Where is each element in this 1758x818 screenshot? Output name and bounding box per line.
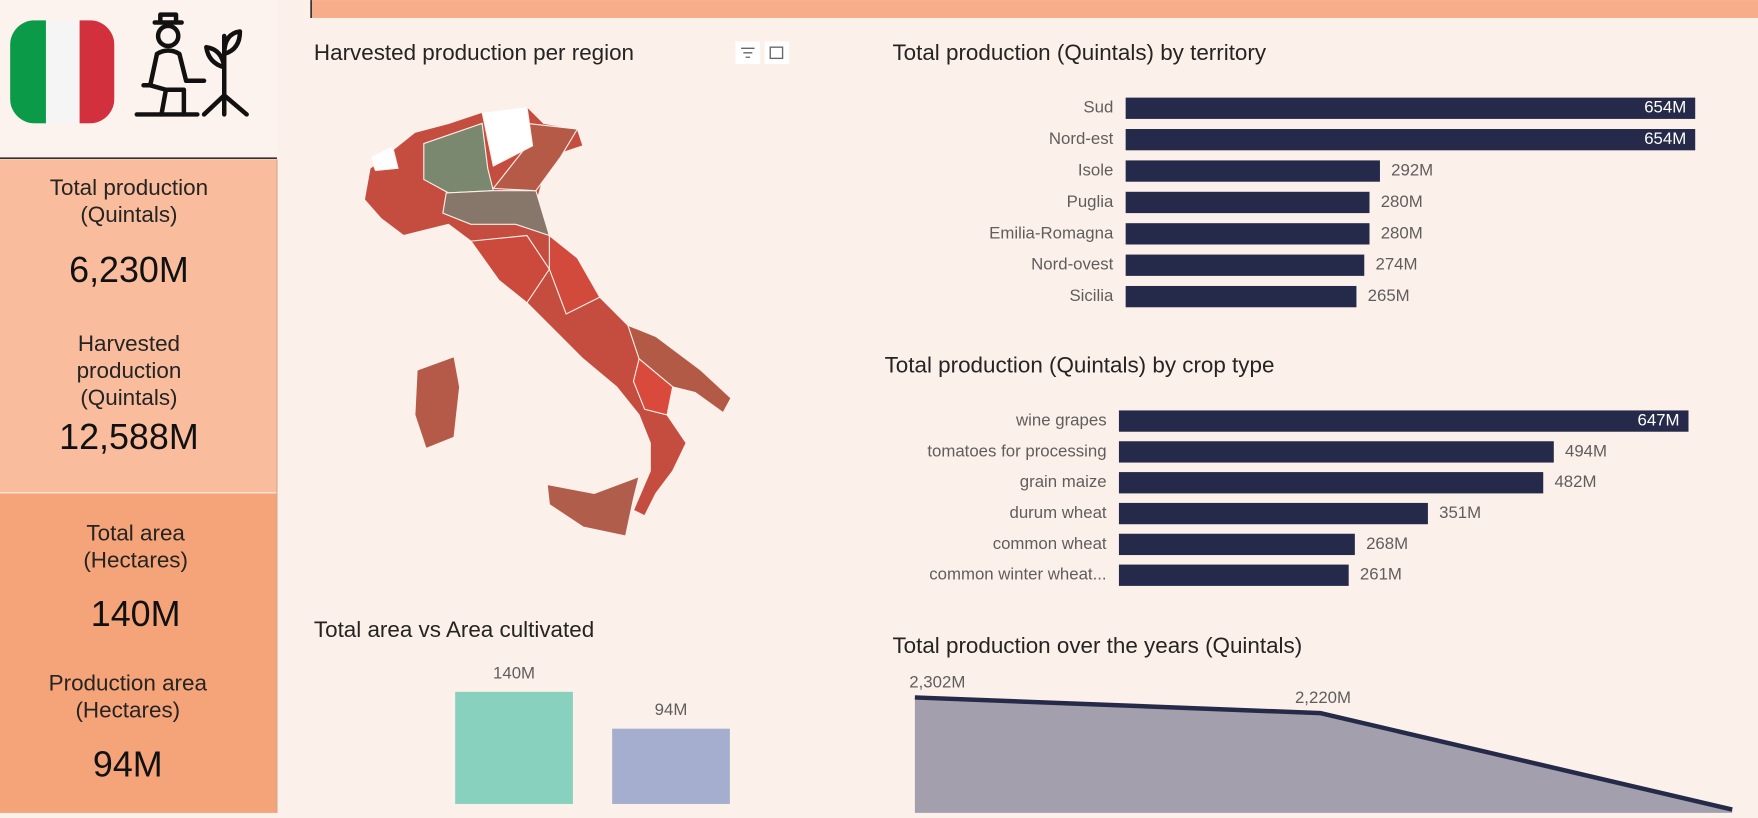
bar	[1118, 472, 1544, 494]
data-label: 140M	[493, 663, 535, 682]
kpi-value: 6,230M	[69, 250, 189, 290]
kpi-label-box: Harvested production (Quintals)	[76, 331, 182, 411]
region	[632, 357, 674, 416]
chart-title: Total production over the years (Quintal…	[892, 633, 1302, 658]
focus-glyph	[769, 46, 784, 60]
data-label: 494M	[1565, 441, 1607, 460]
data-label: 94M	[655, 700, 688, 719]
kpi-card	[0, 159, 277, 493]
data-label: 2,302M	[909, 672, 965, 691]
category-label: durum wheat	[1009, 503, 1106, 522]
bar	[1125, 254, 1365, 276]
kpi-label: Total production (Quintals)	[49, 176, 209, 228]
bar	[1125, 223, 1370, 245]
bar	[1125, 97, 1696, 119]
data-label: 265M	[1368, 286, 1410, 305]
bar	[1118, 410, 1689, 432]
region	[546, 475, 640, 537]
visual-header-icons[interactable]	[735, 41, 790, 64]
bar	[1125, 285, 1357, 308]
region	[481, 105, 534, 167]
region	[442, 190, 551, 237]
kpi-label-box: Total production (Quintals)	[49, 176, 209, 228]
data-label: 274M	[1375, 255, 1417, 274]
data-label: 292M	[1391, 160, 1433, 179]
italy-map	[363, 105, 732, 537]
region	[414, 355, 461, 450]
area-fill	[914, 697, 1733, 813]
area-line	[914, 695, 1733, 812]
farmer-icon	[134, 12, 249, 117]
kpi-card	[0, 493, 277, 813]
bar	[1118, 533, 1355, 556]
data-label: 261M	[1360, 565, 1402, 584]
chart-title: Harvested production per region	[314, 40, 634, 65]
data-label: 654M	[1644, 129, 1686, 148]
header-bar	[310, 0, 1758, 19]
category-label: Sud	[1083, 98, 1113, 117]
bar	[1125, 191, 1370, 214]
region	[548, 234, 601, 315]
filter-glyph	[741, 47, 755, 58]
category-label: Emilia-Romagna	[989, 223, 1114, 242]
data-label: 654M	[1644, 98, 1686, 117]
data-label: 482M	[1554, 472, 1596, 491]
kpi-label: Harvested production (Quintals)	[76, 331, 182, 411]
region	[469, 234, 551, 304]
bar	[455, 691, 573, 804]
kpi-label-box: Total area (Hectares)	[83, 521, 188, 573]
kpi-label-box: Production area (Hectares)	[48, 671, 207, 724]
category-label: Isole	[1078, 160, 1113, 179]
category-label: grain maize	[1020, 472, 1107, 491]
bar	[1118, 502, 1428, 525]
data-label: 351M	[1439, 503, 1481, 522]
data-label: 647M	[1637, 411, 1679, 430]
chart-title: Total production (Quintals) by territory	[892, 40, 1266, 65]
category-label: Nord-ovest	[1031, 255, 1113, 274]
category-label: Sicilia	[1069, 286, 1114, 305]
italy-flag	[10, 20, 115, 124]
focus-icon[interactable]	[764, 41, 790, 64]
chart-title: Total area vs Area cultivated	[314, 617, 594, 642]
bar	[1118, 441, 1554, 463]
bar	[1125, 160, 1380, 182]
category-label: wine grapes	[1015, 411, 1107, 430]
data-label: 280M	[1381, 192, 1423, 211]
data-label: 2,220M	[1295, 688, 1351, 707]
kpi-value: 140M	[91, 594, 181, 634]
kpi-label: Production area (Hectares)	[48, 671, 207, 724]
kpi-value: 94M	[93, 744, 163, 784]
kpi-value: 12,588M	[59, 417, 199, 457]
category-label: Puglia	[1067, 192, 1114, 211]
data-label: 268M	[1366, 534, 1408, 553]
category-label: common winter wheat...	[929, 565, 1106, 584]
category-label: tomatoes for processing	[927, 441, 1106, 460]
category-label: Nord-est	[1049, 129, 1114, 148]
bar	[1125, 129, 1696, 151]
category-label: common wheat	[993, 534, 1107, 553]
bar	[1118, 564, 1349, 586]
chart-title: Total production (Quintals) by crop type	[885, 353, 1275, 378]
data-label: 280M	[1381, 223, 1423, 242]
region	[369, 145, 399, 172]
kpi-label: Total area (Hectares)	[83, 521, 188, 573]
bar	[612, 728, 730, 804]
